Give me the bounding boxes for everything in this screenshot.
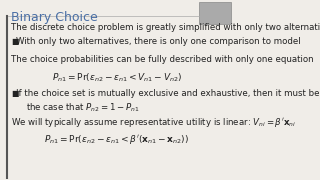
Text: If the choice set is mutually exclusive and exhaustive, then it must be: If the choice set is mutually exclusive … <box>16 89 320 98</box>
Text: $P_{n1} = \mathrm{Pr}(\varepsilon_{n2} - \varepsilon_{n1} < \beta'(\mathbf{x}_{n: $P_{n1} = \mathrm{Pr}(\varepsilon_{n2} -… <box>44 132 189 146</box>
Text: The discrete choice problem is greatly simplified with only two alternatives: The discrete choice problem is greatly s… <box>11 23 320 32</box>
Text: We will typically assume representative utility is linear: $V_{ni} = \beta' \mat: We will typically assume representative … <box>11 116 296 129</box>
Text: ■: ■ <box>11 37 19 46</box>
Text: The choice probabilities can be fully described with only one equation: The choice probabilities can be fully de… <box>11 55 313 64</box>
FancyBboxPatch shape <box>199 2 231 24</box>
Text: Binary Choice: Binary Choice <box>11 11 97 24</box>
Text: $P_{n1} = \mathrm{Pr}(\varepsilon_{n2} - \varepsilon_{n1} < V_{n1} - V_{n2})$: $P_{n1} = \mathrm{Pr}(\varepsilon_{n2} -… <box>52 71 182 84</box>
Text: ■: ■ <box>11 89 19 98</box>
Text: With only two alternatives, there is only one comparison to model: With only two alternatives, there is onl… <box>16 37 301 46</box>
Text: the case that $P_{n2} = 1 - P_{n1}$: the case that $P_{n2} = 1 - P_{n1}$ <box>26 102 140 114</box>
